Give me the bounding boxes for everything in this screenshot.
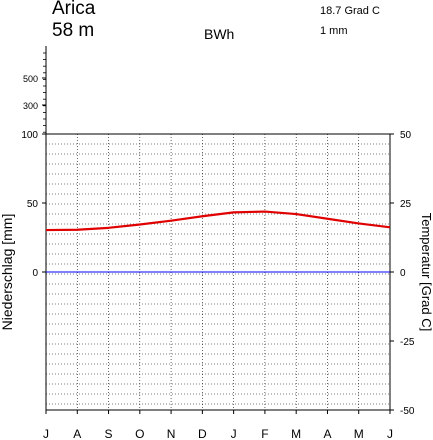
month-label: M bbox=[291, 427, 301, 440]
temp-tick-label: -50 bbox=[400, 406, 415, 417]
month-label: A bbox=[73, 427, 81, 440]
station-name: Arica bbox=[52, 0, 96, 19]
month-label: J bbox=[387, 427, 393, 440]
climate-classification: BWh bbox=[204, 26, 235, 42]
temp-tick-label: 25 bbox=[400, 199, 412, 210]
precipitation-axis-label: Niederschlag [mm] bbox=[0, 214, 15, 331]
month-label: J bbox=[231, 427, 237, 440]
station-elevation: 58 m bbox=[52, 20, 95, 41]
month-label: N bbox=[167, 427, 176, 440]
temp-tick-label: 50 bbox=[400, 130, 412, 141]
month-label: A bbox=[323, 427, 331, 440]
month-label: M bbox=[354, 427, 364, 440]
annual-precipitation: 1 mm bbox=[320, 25, 348, 37]
annual-mean-temperature: 18.7 Grad C bbox=[320, 5, 380, 17]
precip-tick-label: 300 bbox=[23, 101, 38, 111]
month-label: O bbox=[135, 427, 144, 440]
month-label: F bbox=[261, 427, 268, 440]
temp-tick-label: -25 bbox=[400, 337, 415, 348]
precip-tick-label: 0 bbox=[32, 268, 38, 279]
month-label: D bbox=[198, 427, 207, 440]
precip-tick-label: 100 bbox=[21, 130, 38, 141]
temperature-line bbox=[45, 210, 391, 232]
precip-tick-label: 500 bbox=[23, 74, 38, 84]
month-label: J bbox=[43, 427, 49, 440]
temperature-axis-label: Temperatur [Grad C] bbox=[419, 213, 433, 332]
precip-tick-label: 50 bbox=[27, 199, 39, 210]
month-label: S bbox=[105, 427, 113, 440]
temp-tick-label: 0 bbox=[400, 268, 406, 279]
